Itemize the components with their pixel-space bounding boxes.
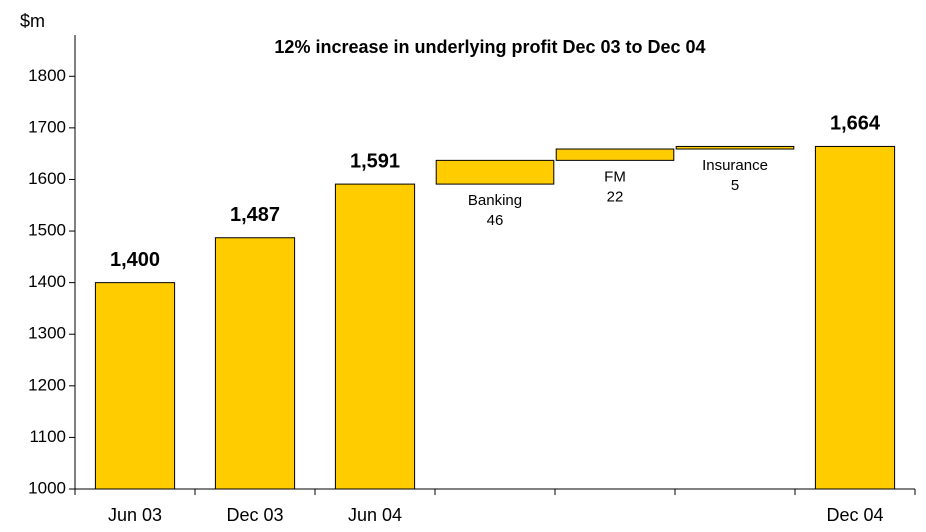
y-tick-label: 1800 [28, 66, 66, 85]
step-bar [675, 145, 795, 150]
value-label: 22 [607, 188, 624, 205]
step-bar [555, 148, 675, 161]
y-tick-label: 1400 [28, 272, 66, 291]
bar [334, 183, 416, 490]
y-tick-label: 1700 [28, 117, 66, 136]
step-name: Insurance [702, 157, 768, 174]
y-tick-label: 1500 [28, 221, 66, 240]
value-label: 5 [731, 177, 739, 194]
bar [214, 237, 296, 490]
x-tick-label: Dec 03 [226, 505, 283, 525]
bar [814, 145, 896, 490]
value-label: 1,487 [230, 204, 280, 226]
step-name: FM [604, 168, 626, 185]
value-label: 1,400 [110, 249, 160, 271]
y-axis-label: $m [20, 11, 45, 31]
value-label: 1,664 [830, 113, 881, 135]
value-label: 1,591 [350, 150, 400, 172]
chart-title: 12% increase in underlying profit Dec 03… [274, 37, 705, 57]
x-tick-label: Jun 04 [348, 505, 402, 525]
step-bar [435, 159, 555, 185]
y-tick-label: 1200 [28, 375, 66, 394]
step-name: Banking [468, 192, 522, 209]
y-tick-label: 1600 [28, 169, 66, 188]
y-tick-label: 1100 [29, 427, 66, 446]
x-tick-label: Dec 04 [826, 505, 883, 525]
y-tick-label: 1000 [28, 478, 66, 497]
x-tick-label: Jun 03 [108, 505, 162, 525]
value-label: 46 [487, 212, 504, 229]
bar [94, 282, 176, 490]
y-tick-label: 1300 [28, 324, 66, 343]
